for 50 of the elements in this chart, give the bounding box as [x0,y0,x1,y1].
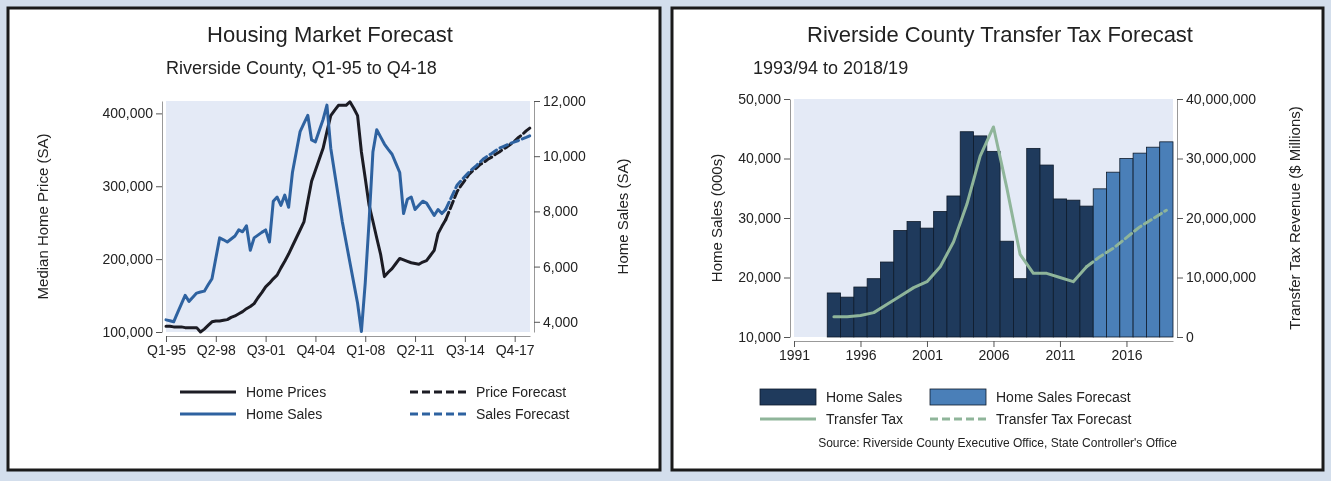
y-axis-title: Home Sales (000s) [708,153,725,283]
x-tick-label: 1996 [845,346,877,363]
legend-label: Home Sales [246,406,323,422]
x-tick-label: Q3-14 [445,341,486,358]
x-tick-label: Q1-08 [346,341,386,358]
legend-label: Transfer Tax [826,411,904,427]
chart-title: Riverside County Transfer Tax Forecast [807,22,1193,47]
y2-tick-label: 0 [1186,328,1194,345]
y2-tick-label: 30,000,000 [1186,150,1257,167]
x-tick-label: Q4-04 [296,341,336,358]
legend-label: Home Sales Forecast [996,389,1131,405]
legend-label: Home Sales [826,389,903,405]
y-tick-label: 200,000 [102,251,154,268]
x-tick-label: Q2-98 [196,341,236,358]
legend-label: Sales Forecast [476,406,570,422]
y2-tick-label: 12,000 [543,92,587,109]
y-tick-label: 10,000 [738,328,782,345]
y-tick-label: 40,000 [738,150,782,167]
y-tick-label: 20,000 [738,269,782,286]
y-tick-label: 30,000 [738,209,782,226]
source-note: Source: Riverside County Executive Office, State Controller's Office [818,436,1178,450]
y2-tick-label: 8,000 [543,203,579,220]
y2-tick-label: 20,000,000 [1186,209,1257,226]
x-tick-label: 2011 [1045,346,1076,363]
x-tick-label: Q4-17 [495,341,535,358]
y-axis-title: Median Home Price (SA) [34,133,51,300]
x-tick-label: Q1-95 [147,341,187,358]
legend-label: Price Forecast [476,384,567,400]
y2-tick-label: 4,000 [543,313,579,330]
chart-subtitle: Riverside County, Q1-95 to Q4-18 [166,58,437,78]
y2-tick-label: 10,000,000 [1186,269,1257,286]
y-tick-label: 400,000 [102,105,154,122]
y2-axis-title: Home Sales (SA) [614,158,631,275]
x-tick-label: Q2-11 [396,341,435,358]
chart-title: Housing Market Forecast [207,22,453,47]
y-tick-label: 50,000 [738,90,782,107]
x-tick-label: 2016 [1111,346,1143,363]
y2-tick-label: 10,000 [543,148,587,165]
y2-axis-title: Transfer Tax Revenue ($ Millions) [1286,106,1303,330]
legend-label: Transfer Tax Forecast [996,411,1132,427]
y2-tick-label: 6,000 [543,258,579,275]
x-tick-label: 1991 [778,346,811,363]
x-tick-label: 2006 [978,346,1010,363]
legend-label: Home Prices [246,384,327,400]
x-tick-label: 2001 [911,346,944,363]
chart-subtitle: 1993/94 to 2018/19 [753,58,909,78]
y-tick-label: 100,000 [102,323,154,340]
x-tick-label: Q3-01 [246,341,286,358]
y2-tick-label: 40,000,000 [1186,90,1257,107]
y-tick-label: 300,000 [102,178,154,195]
